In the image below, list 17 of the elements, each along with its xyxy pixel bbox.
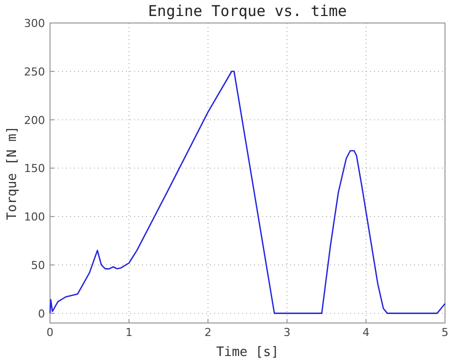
y-tick-label: 150 <box>24 162 45 176</box>
x-tick-label: 0 <box>46 326 54 339</box>
x-tick-label: 2 <box>204 326 212 339</box>
x-tick-label: 1 <box>126 326 132 339</box>
y-tick-label: 300 <box>24 17 45 30</box>
x-axis-title: Time [s] <box>216 345 279 360</box>
y-tick-label: 250 <box>24 65 45 78</box>
y-tick-label: 0 <box>38 307 45 320</box>
x-tick-label: 4 <box>362 326 370 339</box>
y-tick-label: 200 <box>24 114 45 127</box>
y-axis-title: Torque [N m] <box>5 126 20 220</box>
y-tick-label: 50 <box>31 258 45 272</box>
x-tick-label: 5 <box>442 326 448 339</box>
y-tick-label: 100 <box>24 210 45 224</box>
chart-title: Engine Torque vs. time <box>148 2 347 20</box>
x-tick-label: 3 <box>284 326 290 339</box>
line-series <box>49 70 446 314</box>
